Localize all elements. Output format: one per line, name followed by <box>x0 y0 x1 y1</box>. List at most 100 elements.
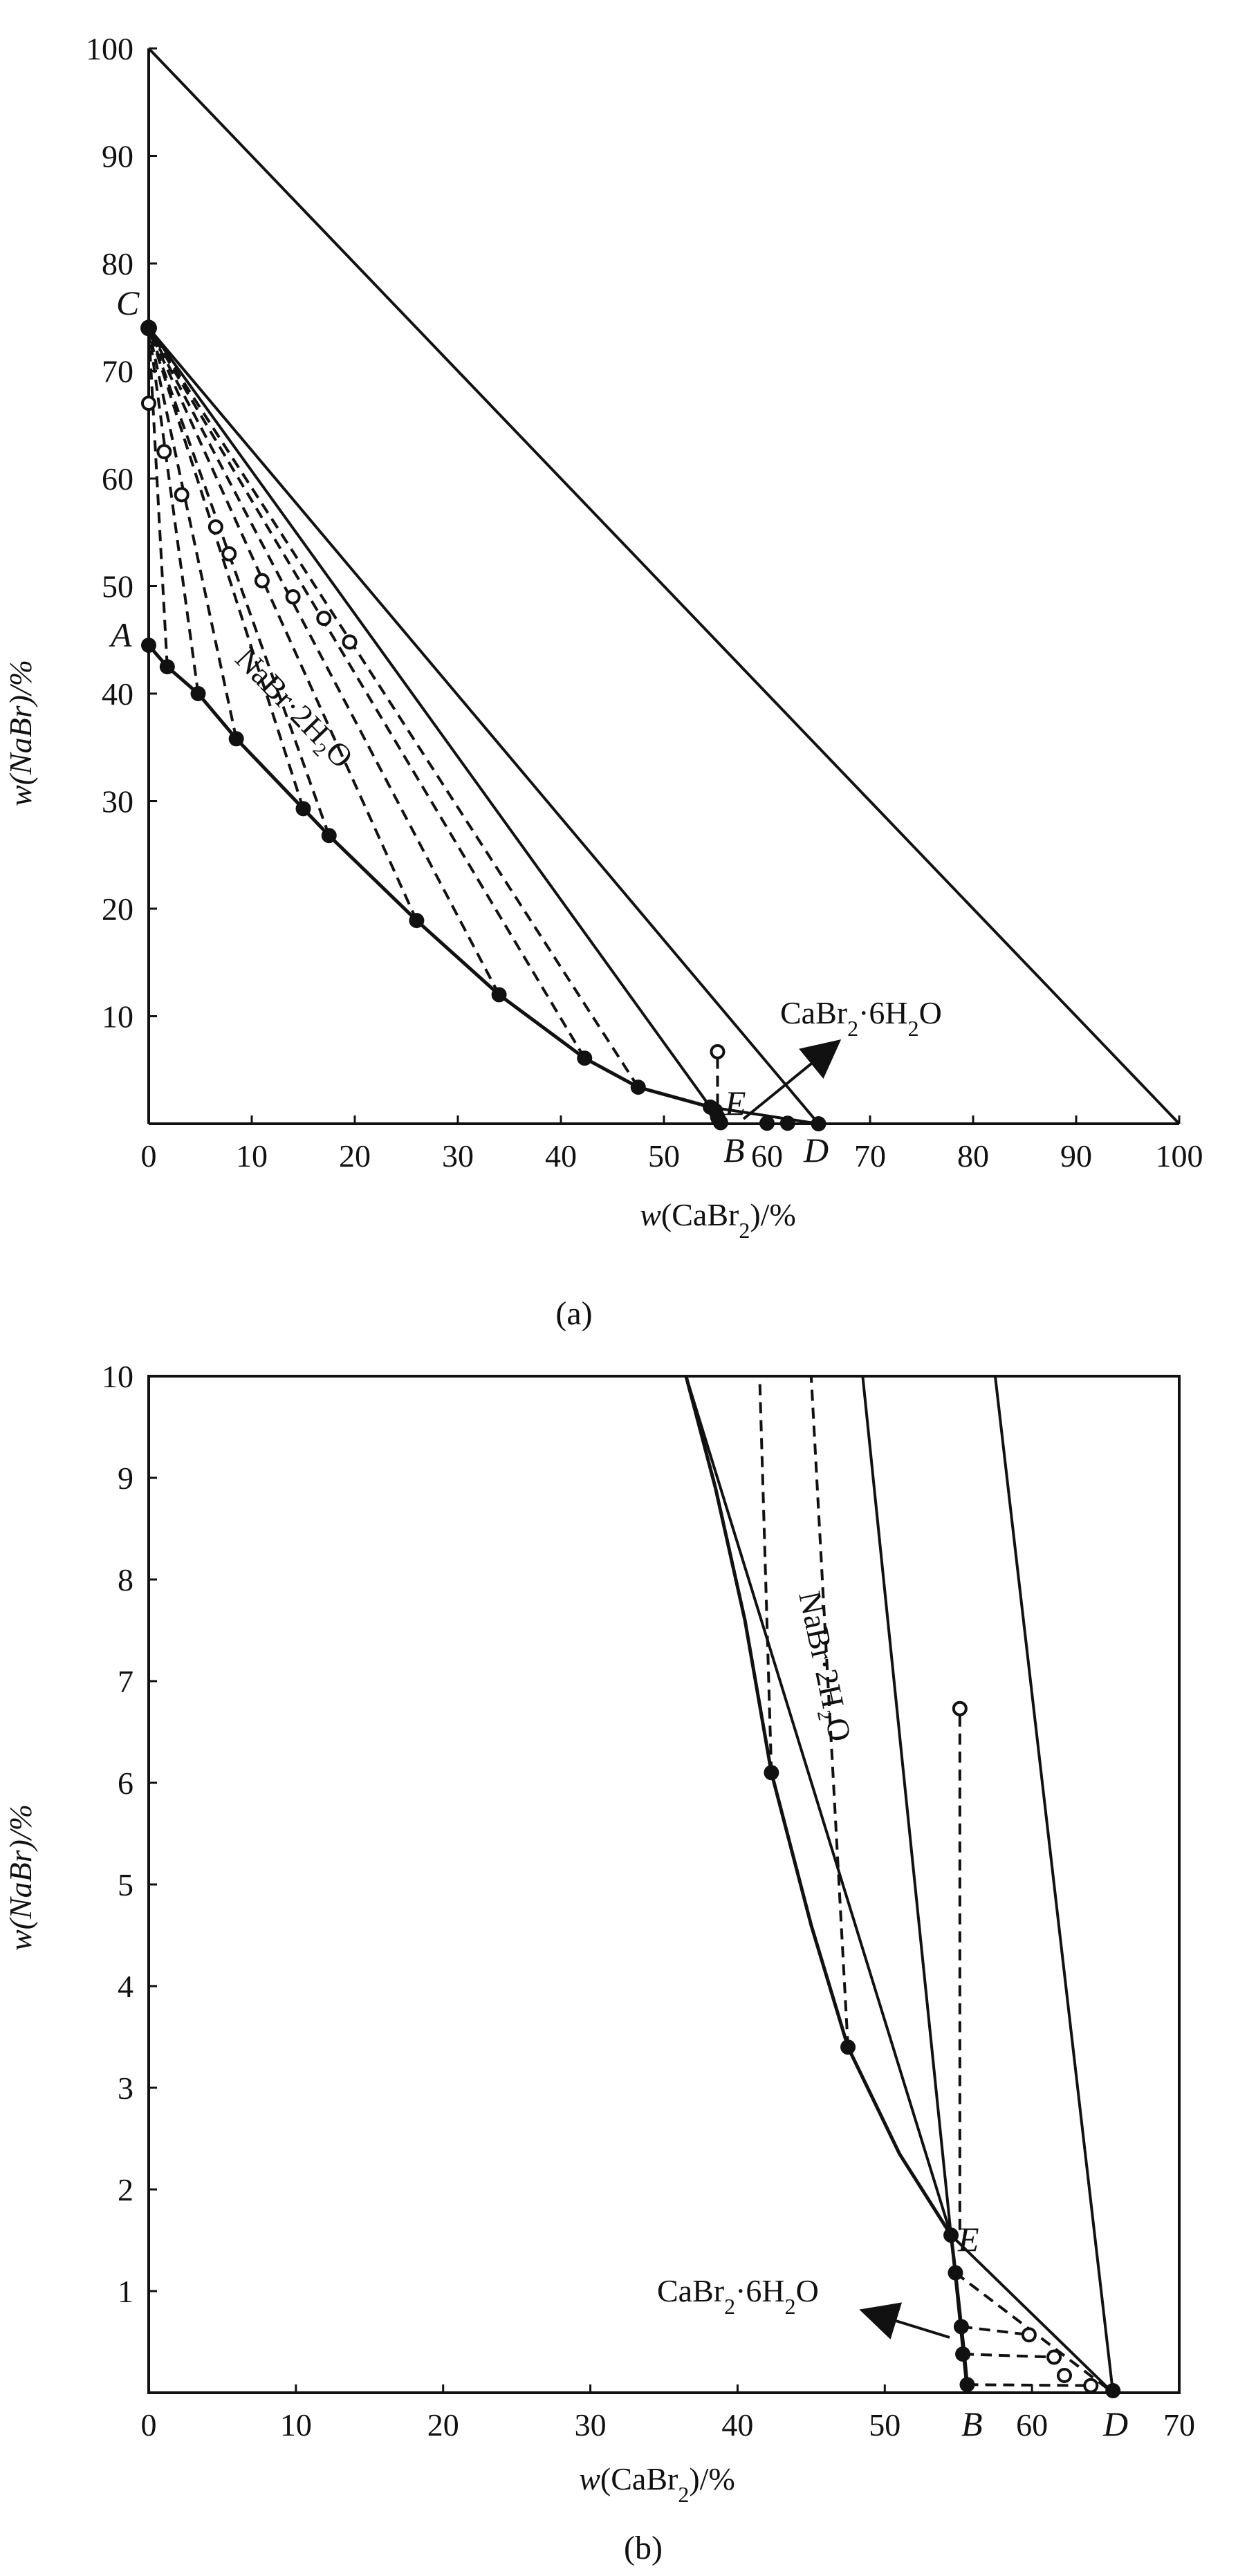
panel-b-tie-line <box>961 2325 1030 2337</box>
panel-b-liquid-point <box>959 2377 975 2393</box>
panel-a-liquid-point <box>491 987 507 1003</box>
panel-b-liquid-point <box>764 1765 779 1781</box>
panel-a-tie-line <box>147 327 586 1059</box>
panel-a-label-B: B <box>723 1131 745 1169</box>
panel-a-ytick-label: 70 <box>102 354 133 389</box>
panel-b-ytick-label: 9 <box>118 1461 133 1496</box>
panel-b-label-D: D <box>1102 2404 1128 2443</box>
panel-b-liquid-point <box>943 2227 959 2243</box>
panel-a-xtick-label: 60 <box>751 1138 783 1174</box>
panel-a-label-A: A <box>109 615 132 654</box>
panel-a-ytick-label: 50 <box>102 569 133 604</box>
panel-b-liquid-point <box>1105 2383 1121 2399</box>
panel-b-xtick-label: 60 <box>1016 2407 1048 2443</box>
panel-a-ylabel: w(NaBr)/% <box>3 660 38 806</box>
panel-b-label-B: B <box>961 2404 983 2443</box>
panel-a-liquid-point <box>811 1116 826 1131</box>
panel-a-solid-line <box>147 327 820 1125</box>
panel-a-liquid-point <box>779 1115 795 1131</box>
panel-b-frame <box>147 1375 1181 2394</box>
panel-b-liquid-point <box>840 2039 856 2055</box>
panel-a-salt-label: CaBr2·6H2O <box>780 995 942 1041</box>
panel-a-liquid-point <box>141 638 156 654</box>
panel-b-xtick-label: 70 <box>1163 2407 1195 2443</box>
panel-a-liquid-point <box>228 731 244 747</box>
panel-b-ytick-label: 6 <box>118 1766 133 1801</box>
panel-a-ytick-label: 40 <box>102 676 133 712</box>
panel-b-xtick-label: 50 <box>869 2407 900 2443</box>
panel-b-salt-arrow <box>859 2302 950 2339</box>
caption-b: (b) <box>624 2530 663 2566</box>
panel-a-ytick-label: 30 <box>102 784 133 819</box>
panel-a-liquid-point <box>577 1050 593 1066</box>
panel-a-xtick-label: 90 <box>1060 1138 1092 1174</box>
panel-b-wet-residue-point <box>952 1701 968 1716</box>
panel-a-ytick-label: 60 <box>102 461 133 497</box>
panel-a-ytick-label: 10 <box>102 999 133 1035</box>
panel-a-liquid-point <box>190 686 206 701</box>
panel-b-ytick-label: 10 <box>102 1359 133 1394</box>
panel-a-liquid-point <box>712 1115 728 1131</box>
panel-b-salt-label: CaBr2·6H2O <box>657 2273 819 2319</box>
panel-a-ytick-label: 20 <box>102 891 133 927</box>
panel-b-ylabel: w(NaBr)/% <box>3 1804 38 1951</box>
panel-b-ytick-label: 7 <box>118 1664 133 1699</box>
panel-a-tie-line <box>147 327 640 1088</box>
panel-a-tie-line <box>147 327 238 739</box>
panel-a-xtick-label: 80 <box>957 1138 989 1174</box>
panel-b-solid-line <box>685 1376 952 2236</box>
panel-b-solubility-curve <box>684 1376 969 2385</box>
panel-b-wet-residue-point <box>1021 2327 1037 2343</box>
panel-b-solid-line <box>993 1376 1115 2393</box>
panel-b-ytick-label: 3 <box>118 2070 133 2106</box>
panel-a-solid-line <box>147 327 712 1109</box>
panel-a-ytick-label: 80 <box>102 246 133 281</box>
panel-a-chart: 0 10 20 30 40 50 60 70 80 90 100 10 20 30 40 50 60 70 80 90… <box>3 31 1203 1332</box>
panel-a-ticks: 0 10 20 30 40 50 60 70 80 90 100 10 20 30 40 50 60 70 80 90… <box>86 31 1203 1174</box>
panel-b-wet-residue-point <box>1056 2368 1072 2384</box>
panel-b-wet-residue-point <box>1046 2349 1062 2365</box>
panel-a-wet-residue-point <box>156 444 172 460</box>
panel-a-label-E: E <box>724 1084 746 1122</box>
panel-b-liquid-point <box>953 2319 969 2335</box>
panel-a-salt-arrow <box>742 1039 842 1120</box>
panel-a-wet-residue-point <box>342 634 358 650</box>
panel-b-lines <box>684 1376 1115 2393</box>
panel-a-liquid-point <box>321 828 337 844</box>
panel-a-xtick-label: 40 <box>545 1138 577 1174</box>
panel-a-liquid-point <box>630 1079 646 1095</box>
panel-b-points <box>764 1701 1121 2399</box>
panel-a-xlabel: w(CaBr2)/% <box>640 1197 796 1243</box>
panel-b-axes <box>147 1375 1181 2394</box>
panel-a-liquid-point <box>159 659 175 675</box>
panel-a-tie-line <box>147 327 501 996</box>
panel-a-tie-line <box>147 327 305 809</box>
panel-a-xtick-label: 100 <box>1156 1138 1203 1174</box>
panel-b-ytick-label: 8 <box>118 1562 133 1597</box>
panel-a-point-C <box>140 319 157 337</box>
panel-a-tie-line <box>147 328 169 667</box>
panel-b-region-label: NaBr·2H₂O <box>792 1588 858 1744</box>
panel-b-label-E: E <box>957 2220 979 2259</box>
panel-a-xtick-label: 0 <box>141 1138 157 1174</box>
caption-a: (a) <box>555 1295 592 1332</box>
panel-b-solid-line <box>861 1376 953 2236</box>
panel-a-liquid-point <box>295 801 311 817</box>
panel-a-ytick-label: 90 <box>102 139 133 174</box>
panel-a-wet-residue-point <box>254 573 270 589</box>
panel-a-solid-line <box>710 1105 819 1125</box>
panel-a-xtick-label: 70 <box>854 1138 886 1174</box>
panel-a-points <box>140 319 826 1131</box>
panel-b-ytick-label: 4 <box>118 1969 133 2004</box>
panel-a-xtick-label: 30 <box>442 1138 474 1174</box>
panel-b-ytick-label: 5 <box>118 1867 133 1902</box>
panel-b-chart: 0 10 20 30 40 50 60 70 1 2 3 4 5 6 7 8 9 10 w(NaBr)/% w(C… <box>3 1359 1195 2566</box>
panel-b-ytick-label: 2 <box>118 2172 133 2207</box>
panel-b-liquid-point <box>955 2346 971 2362</box>
panel-a-wet-residue-point <box>316 611 332 627</box>
panel-a-wet-residue-point <box>710 1044 726 1059</box>
panel-a-solid-line <box>147 47 1181 1125</box>
panel-b-tie-line <box>963 2353 1055 2359</box>
panel-b-tie-line <box>809 1376 850 2048</box>
